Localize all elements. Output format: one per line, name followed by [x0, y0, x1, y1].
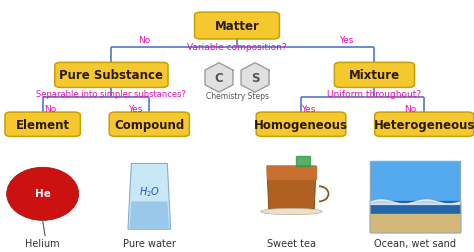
FancyBboxPatch shape — [109, 113, 189, 137]
Text: Pure water: Pure water — [123, 238, 176, 248]
Text: Chemistry Steps: Chemistry Steps — [206, 91, 268, 100]
Text: Uniform throughout?: Uniform throughout? — [328, 89, 421, 98]
Text: Homogeneous: Homogeneous — [254, 118, 348, 131]
Text: S: S — [251, 72, 259, 85]
Polygon shape — [205, 64, 233, 93]
Text: Ocean, wet sand: Ocean, wet sand — [374, 238, 456, 248]
Text: Compound: Compound — [114, 118, 184, 131]
Polygon shape — [241, 64, 269, 93]
Text: Mixture: Mixture — [349, 69, 400, 82]
FancyBboxPatch shape — [55, 63, 168, 88]
Text: C: C — [215, 72, 223, 85]
Text: Yes: Yes — [128, 105, 142, 114]
Text: Sweet tea: Sweet tea — [267, 238, 316, 248]
Text: He: He — [35, 188, 51, 198]
Text: No: No — [404, 105, 416, 114]
Text: Yes: Yes — [339, 36, 353, 45]
Polygon shape — [370, 202, 460, 232]
Ellipse shape — [7, 168, 79, 220]
FancyBboxPatch shape — [334, 63, 414, 88]
Text: Separable into simpler substances?: Separable into simpler substances? — [36, 89, 186, 98]
Text: Heterogeneous: Heterogeneous — [374, 118, 474, 131]
Polygon shape — [370, 161, 460, 232]
Text: $H_2O$: $H_2O$ — [139, 185, 160, 198]
Text: Element: Element — [16, 118, 70, 131]
Polygon shape — [128, 164, 171, 229]
FancyBboxPatch shape — [194, 13, 279, 40]
Polygon shape — [129, 202, 169, 229]
Text: Pure Substance: Pure Substance — [59, 69, 164, 82]
Polygon shape — [267, 166, 316, 209]
Ellipse shape — [261, 209, 322, 215]
Text: No: No — [44, 105, 56, 114]
FancyBboxPatch shape — [374, 113, 474, 137]
Text: Variable composition?: Variable composition? — [187, 43, 287, 52]
Text: Matter: Matter — [215, 20, 259, 33]
Text: No: No — [138, 36, 151, 45]
FancyBboxPatch shape — [5, 113, 80, 137]
FancyBboxPatch shape — [256, 113, 346, 137]
Text: Yes: Yes — [301, 105, 315, 114]
Polygon shape — [296, 156, 310, 166]
Polygon shape — [370, 214, 460, 232]
Text: Helium: Helium — [25, 238, 60, 248]
